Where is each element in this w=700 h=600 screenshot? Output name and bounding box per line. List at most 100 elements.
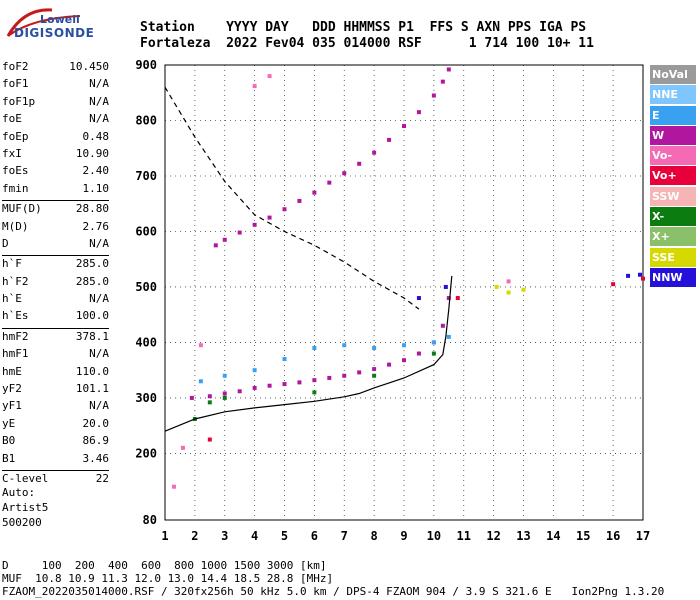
param-value: 0.48	[82, 129, 110, 143]
param-value: N/A	[89, 77, 109, 91]
echo-point	[506, 279, 511, 284]
x-tick-label: 14	[546, 529, 560, 543]
param-value: 100.0	[75, 309, 109, 323]
legend-item-x-: X-	[650, 207, 696, 227]
param-key: h`F	[2, 257, 22, 271]
echo-point	[357, 161, 362, 166]
param-separator	[2, 255, 109, 257]
param-row: foF1 N/A	[2, 77, 109, 94]
x-tick-label: 15	[576, 529, 590, 543]
param-row: foE N/A	[2, 112, 109, 129]
param-row: D N/A	[2, 237, 109, 254]
param-row: h`F2 285.0	[2, 275, 109, 292]
echo-point	[443, 284, 448, 289]
echo-point	[312, 390, 317, 395]
param-separator	[2, 469, 109, 471]
x-tick-label: 3	[221, 529, 228, 543]
echo-point	[189, 395, 194, 400]
echo-point	[416, 110, 421, 115]
x-tick-label: 4	[251, 529, 258, 543]
echo-point	[455, 296, 460, 301]
param-key: B1	[2, 451, 16, 465]
param-row: foF1p N/A	[2, 95, 109, 112]
x-tick-label: 16	[606, 529, 620, 543]
param-row: hmF2 378.1	[2, 330, 109, 347]
param-key: D	[2, 236, 9, 250]
echo-point	[446, 334, 451, 339]
legend: NoVal NNE E W Vo- Vo+ SSW X- X+ SSE NNW	[650, 65, 696, 288]
param-row: foEp 0.48	[2, 130, 109, 147]
legend-item-x-: X+	[650, 227, 696, 247]
legend-item-sse: SSE	[650, 247, 696, 267]
param-key: yE	[2, 416, 16, 430]
param-row: foF2 10.450	[2, 60, 109, 77]
param-key: foEp	[2, 129, 29, 143]
x-tick-label: 1	[161, 529, 168, 543]
echo-point	[237, 389, 242, 394]
legend-item-vo-: Vo+	[650, 166, 696, 186]
echo-point	[198, 379, 203, 384]
footer: D 100 200 400 600 800 1000 1500 3000 [km…	[2, 559, 664, 598]
legend-item-nne: NNE	[650, 85, 696, 105]
param-key: fmin	[2, 181, 29, 195]
param-key: M(D)	[2, 219, 29, 233]
y-tick-label: 700	[135, 169, 157, 183]
param-key: foF1p	[2, 94, 36, 108]
echo-point	[312, 378, 317, 383]
param-row: yE 20.0	[2, 417, 109, 434]
param-key: h`Es	[2, 309, 29, 323]
echo-point	[506, 290, 511, 295]
param-value: 2.40	[82, 164, 110, 178]
param-value: 2.76	[82, 219, 110, 233]
param-value: 101.1	[75, 382, 109, 396]
electron-density-profile	[164, 275, 453, 432]
logo-text-lowell: Lowell	[40, 13, 80, 26]
echo-point	[402, 358, 406, 363]
echo-point	[267, 74, 272, 79]
y-tick-label: 900	[135, 58, 157, 72]
echo-point	[611, 282, 616, 287]
x-tick-label: 9	[400, 529, 407, 543]
header-line-2: Fortaleza 2022 Fev04 035 014000 RSF 1 71…	[140, 36, 594, 51]
echo-point	[357, 370, 362, 375]
echo-point	[207, 400, 212, 405]
x-tick-label: 7	[341, 529, 348, 543]
x-tick-label: 13	[516, 529, 530, 543]
param-row: MUF(D) 28.80	[2, 202, 109, 219]
x-tick-label: 5	[281, 529, 288, 543]
echo-point	[416, 351, 421, 356]
param-row: fxI 10.90	[2, 147, 109, 164]
echo-point	[312, 190, 317, 195]
param-key: MUF(D)	[2, 202, 42, 216]
param-row: M(D) 2.76	[2, 220, 109, 237]
echo-point	[372, 345, 377, 350]
echo-point	[222, 391, 227, 396]
echo-point	[440, 79, 445, 84]
echo-point	[282, 382, 287, 387]
echo-point	[372, 150, 377, 155]
param-value: N/A	[89, 94, 109, 108]
echo-point	[180, 445, 185, 450]
echo-point	[222, 373, 227, 378]
echo-point	[641, 276, 645, 281]
param-row: h`F 285.0	[2, 257, 109, 274]
echo-point	[171, 484, 176, 489]
digisonde-logo: Lowell DIGISONDE	[2, 2, 94, 42]
footer-distance-row: D 100 200 400 600 800 1000 1500 3000 [km…	[2, 559, 327, 572]
echo-point	[327, 375, 332, 380]
echo-point	[222, 237, 227, 242]
y-tick-label: 600	[135, 224, 157, 238]
footer-file-info: FZAOM_2022035014000.RSF / 320fx256h 50 k…	[2, 585, 665, 598]
param-key: foF2	[2, 60, 29, 73]
param-value: 3.46	[82, 451, 110, 465]
logo-text-digisonde: DIGISONDE	[14, 26, 95, 40]
echo-point	[446, 296, 451, 301]
param-separator	[2, 200, 109, 202]
auto-artist: Artist5	[2, 501, 49, 514]
auto-label: Auto:	[2, 486, 36, 499]
autoscaling-info: Auto: Artist5 500200	[2, 485, 48, 530]
y-tick-label: 400	[135, 335, 157, 349]
header-line-1: Station YYYY DAY DDD HHMMSS P1 FFS S AXN…	[140, 20, 587, 35]
echo-point	[387, 137, 392, 142]
